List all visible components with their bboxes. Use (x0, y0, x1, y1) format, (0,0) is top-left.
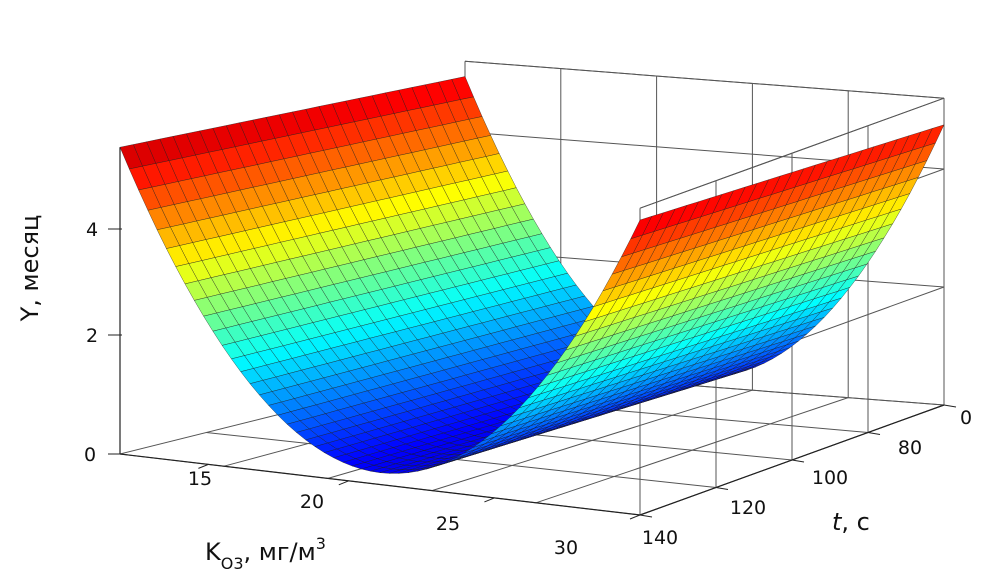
x-axis-label-sub: O3 (221, 554, 244, 573)
y-tick-mark-4 (943, 404, 957, 408)
y-tick-140: 140 (642, 527, 678, 549)
x-tick-mark-1 (338, 480, 349, 486)
x-tick-mark-0 (198, 463, 209, 469)
y-tick-80: 80 (898, 437, 922, 459)
x-tick-30: 30 (554, 537, 578, 559)
x-axis-label-unit: , мг/м (244, 538, 316, 566)
z-axis-label: Y, месяц (16, 215, 44, 323)
y-axis-label-unit: , с (841, 508, 869, 536)
box-top-right-edge (639, 97, 945, 209)
y-tick-100: 100 (812, 467, 848, 489)
y-tick-mark-2 (791, 459, 805, 463)
x-tick-20: 20 (300, 491, 324, 513)
bounding-box (119, 60, 957, 520)
y-tick-mark-3 (867, 432, 881, 435)
surface-quad (630, 216, 653, 240)
y-tick-mark-1 (715, 487, 729, 490)
y-tick-mark-0 (639, 514, 653, 518)
y-axis-label: t, с (832, 508, 870, 536)
y-tick-0: 0 (960, 407, 972, 429)
x-axis-line (119, 453, 641, 516)
z-axis-ticks: 0 2 4 (84, 219, 122, 466)
x-axis-label: KO3, мг/м3 (205, 534, 326, 573)
x-axis-ticks: 15 20 25 30 (188, 468, 578, 559)
y-tick-120: 120 (730, 497, 766, 519)
y-axis-ticks: 0 80 100 120 140 (642, 407, 972, 549)
y-axis-label-main: t (832, 508, 843, 536)
z-tick-2: 2 (86, 325, 98, 347)
x-tick-25: 25 (436, 513, 460, 535)
floor-grid-v-1 (206, 432, 717, 488)
box-top-back-edge (464, 60, 945, 99)
x-tick-mark-2 (484, 497, 495, 503)
z-tick-4: 4 (86, 219, 98, 241)
x-axis-label-sup: 3 (316, 534, 326, 553)
z-tick-0: 0 (84, 444, 96, 466)
x-tick-mark-3 (629, 514, 641, 520)
x-axis-label-main: K (205, 538, 222, 566)
surface-mesh (119, 76, 945, 474)
x-tick-15: 15 (188, 468, 212, 490)
